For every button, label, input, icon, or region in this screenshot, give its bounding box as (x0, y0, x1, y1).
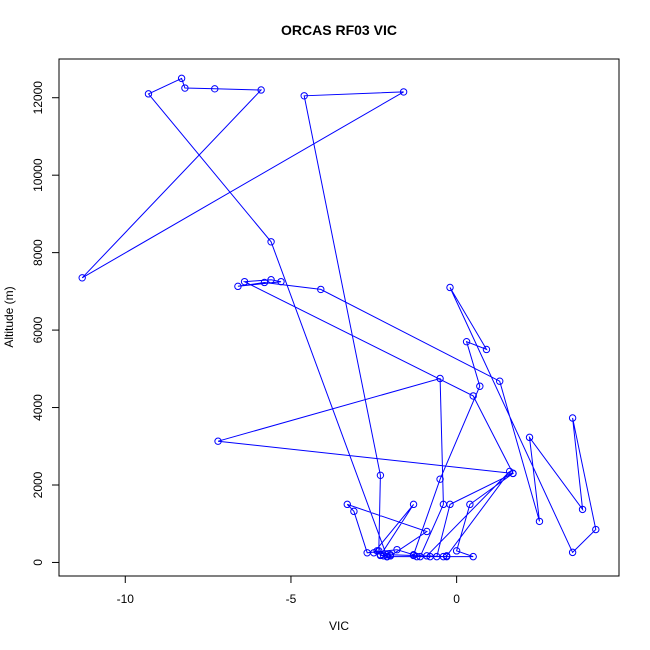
data-point (234, 282, 242, 291)
data-point (383, 552, 391, 561)
data-point (525, 433, 534, 442)
data-point (568, 548, 577, 557)
chart-title: ORCAS RF03 VIC (281, 22, 397, 38)
data-point (277, 277, 285, 286)
data-point (469, 392, 477, 400)
y-tick-label: 10000 (31, 158, 45, 192)
data-point (350, 507, 358, 516)
data-point (413, 552, 421, 561)
data-point (317, 285, 325, 294)
x-tick-label: -5 (286, 592, 297, 606)
data-point (260, 278, 269, 287)
data-point (383, 551, 391, 559)
data-point (380, 552, 388, 560)
data-point (393, 545, 401, 554)
y-axis: 0 2000 4000 6000 8000 10000 12000 (31, 81, 60, 566)
data-point (482, 345, 491, 354)
data-point (267, 276, 275, 284)
data-point (423, 527, 431, 536)
data-point (300, 92, 308, 100)
data-point (177, 74, 186, 83)
data-point (568, 414, 577, 422)
data-point (452, 547, 461, 555)
data-point (442, 552, 451, 560)
x-axis-label: VIC (329, 619, 349, 633)
data-point (466, 500, 474, 509)
y-tick-label: 0 (31, 559, 45, 566)
y-axis-label: Altitude (m) (2, 286, 16, 347)
data-point (535, 517, 544, 526)
x-tick-label: -10 (117, 592, 135, 606)
data-point (469, 552, 477, 561)
data-point (426, 552, 434, 561)
data-point (399, 88, 408, 96)
x-axis: -10 -5 0 (117, 575, 460, 606)
data-point (214, 437, 222, 445)
plot-frame (58, 58, 620, 577)
data-point (439, 500, 448, 509)
data-point (476, 382, 484, 390)
data-point (257, 86, 265, 94)
y-tick-label: 8000 (31, 239, 45, 266)
data-point (439, 552, 448, 561)
data-point (462, 338, 471, 346)
y-tick-label: 4000 (31, 394, 45, 421)
data-point (211, 85, 219, 93)
y-tick-label: 12000 (31, 81, 45, 115)
data-point (423, 552, 431, 560)
data-point (343, 500, 351, 509)
series-line (81, 77, 597, 558)
y-tick-label: 6000 (31, 316, 45, 343)
data-point (78, 274, 86, 282)
data-point (436, 374, 444, 383)
x-tick-label: 0 (453, 592, 460, 606)
data-point (267, 238, 275, 246)
data-point (496, 377, 504, 385)
data-point (144, 90, 153, 98)
y-tick-label: 2000 (31, 471, 45, 498)
data-point (436, 475, 444, 483)
data-point (446, 283, 454, 292)
data-point (505, 467, 514, 476)
data-point (240, 277, 249, 286)
data-point (578, 505, 587, 514)
data-point (375, 547, 383, 555)
data-point (363, 549, 371, 557)
data-point (181, 84, 189, 92)
data-point (409, 500, 418, 509)
series-layer (78, 74, 600, 561)
data-point (592, 525, 600, 534)
data-point (376, 471, 385, 480)
